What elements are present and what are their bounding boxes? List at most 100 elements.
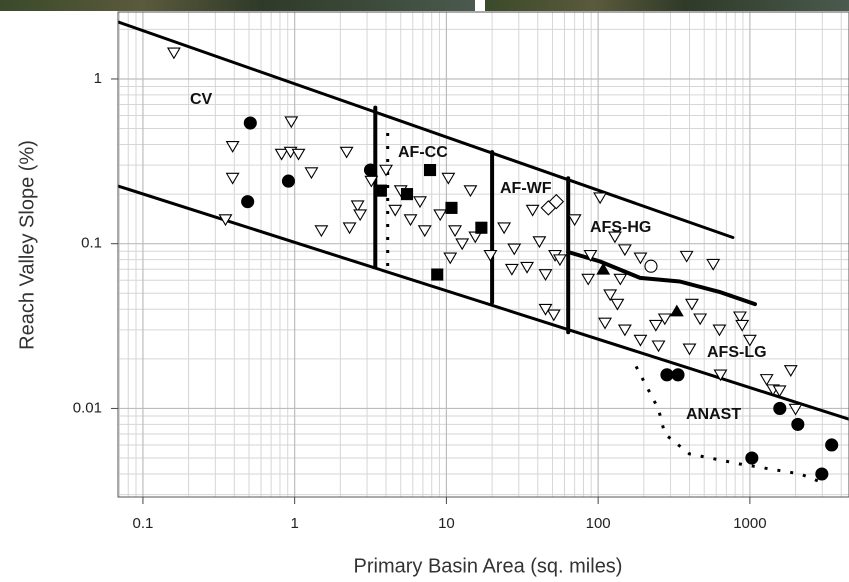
x-tick-label: 100 (586, 515, 611, 532)
marker-triangle-down (497, 222, 512, 235)
marker-triangle-down (525, 204, 540, 217)
marker-square (400, 188, 414, 201)
marker-triangle-down (633, 334, 648, 347)
marker-triangle-down (788, 403, 803, 416)
boundary-line (118, 20, 735, 239)
marker-triangle-down (732, 311, 747, 324)
marker-circle (815, 467, 829, 481)
zone-label: ANAST (686, 406, 741, 423)
marker-triangle-down (772, 385, 787, 398)
marker-triangle-down (759, 374, 774, 386)
marker-triangle-down (583, 249, 598, 262)
marker-diamond (548, 193, 565, 210)
marker-triangle-down (433, 209, 448, 222)
marker-triangle-down (567, 214, 582, 227)
marker-triangle-down (684, 298, 699, 311)
marker-triangle-down (417, 225, 432, 238)
marker-triangle-down (350, 200, 365, 213)
marker-triangle-down (388, 204, 403, 217)
photo-strip (485, 0, 849, 11)
marker-circle (644, 259, 658, 273)
marker-triangle-down (712, 324, 727, 337)
x-tick-label: 1000 (733, 515, 766, 532)
marker-triangle-down (657, 313, 672, 326)
marker-triangle-down (448, 225, 463, 238)
marker-triangle-down (304, 167, 319, 180)
marker-triangle-up (596, 262, 611, 275)
marker-triangle-down (274, 148, 289, 161)
marker-triangle-down (679, 250, 694, 263)
marker-triangle-down (610, 298, 625, 311)
marker-triangle-down (413, 196, 427, 209)
marker-triangle-down (581, 273, 596, 286)
marker-triangle-down (613, 273, 628, 286)
marker-square (475, 221, 488, 234)
marker-circle (773, 401, 787, 415)
marker-triangle-down (483, 249, 498, 262)
y-tick-label: 0.1 (81, 235, 102, 252)
marker-triangle-down (166, 47, 181, 60)
marker-triangle-down (339, 146, 354, 159)
marker-triangle-down (441, 172, 456, 185)
marker-triangle-down (468, 231, 483, 244)
marker-square (431, 268, 444, 281)
plot-frame (117, 11, 849, 498)
marker-triangle-down (291, 148, 306, 161)
y-tick-label: 1 (94, 70, 102, 87)
marker-circle (243, 116, 257, 130)
marker-triangle-down (538, 269, 553, 282)
marker-circle (825, 438, 839, 452)
marker-triangle-down (598, 317, 612, 330)
marker-triangle-down (682, 343, 697, 356)
marker-triangle-down (504, 263, 519, 276)
marker-triangle-down (713, 369, 728, 382)
marker-triangle-down (651, 340, 666, 353)
marker-triangle-down (593, 192, 608, 205)
marker-triangle-up (669, 304, 684, 317)
marker-triangle-down (552, 254, 567, 267)
marker-square (445, 201, 458, 214)
grid (118, 12, 849, 497)
marker-triangle-down (218, 214, 233, 227)
marker-triangle-down (353, 209, 368, 222)
marker-triangle-down (507, 243, 522, 256)
zone-label: AFS-HG (590, 219, 651, 236)
marker-triangle-down (633, 252, 648, 265)
marker-triangle-down (225, 140, 240, 153)
marker-triangle-down (742, 334, 757, 347)
marker-circle (671, 368, 685, 382)
axes: 0.1 1 10 100 1000 0.01 0.1 1 (73, 70, 767, 532)
marker-triangle-down (342, 222, 357, 235)
marker-triangle-down (603, 289, 618, 302)
zone-label: AF-CC (398, 144, 448, 161)
marker-triangle-down (403, 214, 418, 227)
marker-circle (241, 195, 255, 209)
y-tick-label: 0.01 (73, 399, 102, 416)
marker-triangle-down (538, 303, 553, 316)
marker-triangle-down (617, 324, 632, 337)
marker-circle (791, 417, 805, 431)
marker-triangle-down (225, 172, 240, 185)
marker-triangle-down (546, 309, 561, 322)
marker-triangle-down (314, 225, 329, 238)
marker-triangle-down (284, 116, 299, 129)
marker-triangle-down (532, 236, 547, 249)
marker-triangle-down (648, 319, 663, 332)
zone-label: AF-WF (500, 180, 552, 197)
photo-strip (0, 0, 475, 11)
marker-circle (660, 368, 674, 382)
boundary-line (634, 365, 825, 485)
marker-triangle-down (455, 238, 470, 251)
x-tick-label: 1 (290, 515, 298, 532)
marker-triangle-down (463, 185, 478, 198)
marker-triangle-down (783, 365, 798, 377)
marker-triangle-down (617, 244, 632, 257)
x-tick-label: 10 (438, 515, 455, 532)
marker-circle (363, 163, 378, 177)
marker-square (423, 163, 437, 177)
marker-triangle-down (607, 231, 622, 244)
marker-triangle-down (693, 313, 708, 326)
marker-triangle-down (443, 252, 458, 265)
boundary-line (118, 184, 849, 421)
